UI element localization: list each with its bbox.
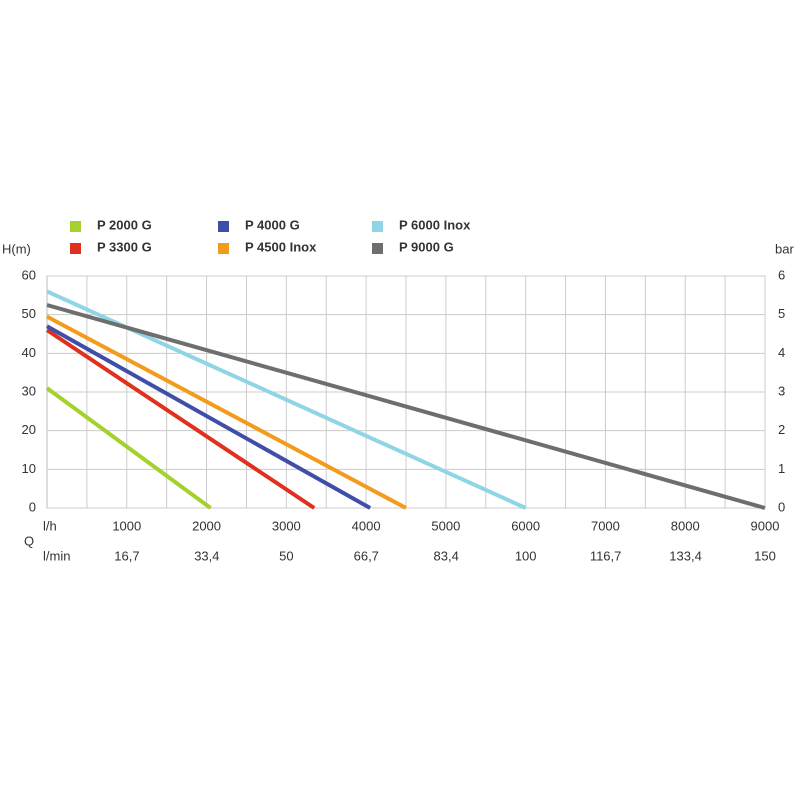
x-axis-label: l/h — [43, 518, 57, 533]
x-tick-label: 4000 — [352, 518, 381, 533]
x-tick-label: 9000 — [751, 518, 780, 533]
y-axis-label: H(m) — [2, 241, 31, 256]
y2-axis-label: bar — [775, 241, 794, 256]
legend-label: P 3300 G — [97, 239, 152, 254]
y-tick-label: 40 — [22, 345, 36, 360]
legend-swatch — [70, 243, 81, 254]
x-group-label: Q — [24, 533, 34, 548]
legend-label: P 4000 G — [245, 217, 300, 232]
y-tick-label: 60 — [22, 267, 36, 282]
y2-tick-label: 0 — [778, 499, 785, 514]
legend-swatch — [372, 221, 383, 232]
y2-tick-label: 1 — [778, 461, 785, 476]
y2-tick-label: 4 — [778, 345, 785, 360]
y-tick-label: 20 — [22, 422, 36, 437]
legend-swatch — [218, 243, 229, 254]
series-line — [46, 303, 766, 510]
y-tick-label: 0 — [29, 499, 36, 514]
x2-axis-label: l/min — [43, 548, 70, 563]
x2-tick-label: 33,4 — [194, 548, 219, 563]
x-tick-label: 5000 — [431, 518, 460, 533]
series-line — [46, 324, 372, 510]
legend-label: P 9000 G — [399, 239, 454, 254]
y-tick-label: 10 — [22, 461, 36, 476]
x-tick-label: 7000 — [591, 518, 620, 533]
x2-tick-label: 150 — [754, 548, 776, 563]
x2-tick-label: 66,7 — [354, 548, 379, 563]
x2-tick-label: 16,7 — [114, 548, 139, 563]
x-tick-label: 2000 — [192, 518, 221, 533]
x-tick-label: 3000 — [272, 518, 301, 533]
series-line — [45, 386, 212, 510]
legend-label: P 4500 Inox — [245, 239, 317, 254]
legend-swatch — [372, 243, 383, 254]
series-line — [46, 314, 407, 510]
x2-tick-label: 116,7 — [590, 548, 622, 563]
y-tick-label: 50 — [22, 306, 36, 321]
x-tick-label: 1000 — [112, 518, 141, 533]
legend-label: P 6000 Inox — [399, 217, 471, 232]
series-line — [45, 328, 316, 510]
legend-label: P 2000 G — [97, 217, 152, 232]
legend-swatch — [218, 221, 229, 232]
y2-tick-label: 2 — [778, 422, 785, 437]
legend-swatch — [70, 221, 81, 232]
x2-tick-label: 50 — [279, 548, 293, 563]
x-tick-label: 8000 — [671, 518, 700, 533]
y-tick-label: 30 — [22, 383, 36, 398]
y2-tick-label: 5 — [778, 306, 785, 321]
x2-tick-label: 133,4 — [669, 548, 702, 563]
x2-tick-label: 100 — [515, 548, 537, 563]
x-tick-label: 6000 — [511, 518, 540, 533]
x2-tick-label: 83,4 — [434, 548, 459, 563]
y2-tick-label: 3 — [778, 383, 785, 398]
y2-tick-label: 6 — [778, 267, 785, 282]
